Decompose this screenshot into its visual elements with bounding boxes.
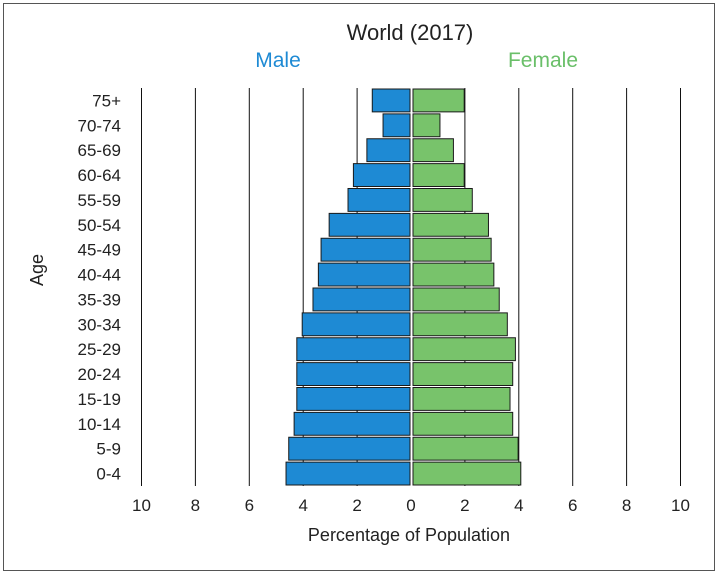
female-bar (412, 436, 519, 461)
male-label: Male (255, 49, 301, 72)
male-bar (371, 88, 411, 113)
male-bar (320, 237, 411, 262)
female-bar (412, 88, 465, 113)
female-bar (412, 138, 454, 163)
y-tick-label: 55-59 (78, 191, 121, 210)
female-bar (412, 237, 492, 262)
male-bar (285, 461, 411, 486)
x-tick-label: 0 (406, 496, 415, 515)
x-tick-label: 6 (568, 496, 577, 515)
bars (285, 88, 522, 486)
gridlines (141, 88, 681, 486)
female-bar (412, 387, 511, 411)
y-tick-label: 65-69 (78, 141, 121, 160)
x-tick-label: 10 (132, 496, 151, 515)
female-bar (412, 262, 495, 287)
male-bar (296, 362, 411, 386)
y-tick-label: 25-29 (78, 340, 121, 359)
x-tick-label: 2 (352, 496, 361, 515)
female-bar (412, 312, 508, 337)
y-axis-title: Age (27, 254, 47, 286)
y-tick-label: 50-54 (78, 216, 121, 235)
y-tick-label: 60-64 (78, 166, 121, 185)
male-bar (312, 287, 411, 312)
female-bar (412, 337, 516, 362)
y-tick-label: 20-24 (78, 365, 121, 384)
y-tick-label: 40-44 (78, 266, 121, 285)
male-bar (382, 113, 411, 138)
male-bar (347, 188, 411, 212)
y-tick-label: 30-34 (78, 315, 121, 334)
female-bar (412, 362, 514, 386)
male-bar (301, 312, 411, 337)
male-bar (296, 387, 411, 411)
male-bar (328, 212, 411, 237)
x-tick-labels: 10 8 6 4 2 0 2 4 6 8 10 (132, 496, 690, 515)
x-tick-label: 8 (622, 496, 631, 515)
female-bar (412, 188, 473, 212)
female-bar (412, 461, 522, 486)
female-bar (412, 113, 441, 138)
x-tick-label: 8 (191, 496, 200, 515)
chart-title: World (2017) (347, 20, 474, 45)
y-tick-label: 35-39 (78, 290, 121, 309)
y-tick-label: 45-49 (78, 241, 121, 260)
female-bar (412, 411, 514, 436)
x-axis-title: Percentage of Population (308, 525, 510, 545)
male-bar (296, 337, 411, 362)
x-tick-label: 6 (245, 496, 254, 515)
x-tick-label: 10 (671, 496, 690, 515)
y-tick-label: 15-19 (78, 390, 121, 409)
y-tick-label: 5-9 (96, 440, 121, 459)
male-bar (366, 138, 411, 163)
y-tick-labels: 75+ 70-74 65-69 60-64 55-59 50-54 45-49 40-44 35… (78, 91, 122, 483)
female-label: Female (508, 49, 578, 72)
male-bar (288, 436, 411, 461)
female-bar (412, 287, 500, 312)
female-bar (412, 163, 465, 187)
x-tick-label: 2 (460, 496, 469, 515)
y-tick-label: 10-14 (78, 415, 121, 434)
female-bar (412, 212, 489, 237)
y-tick-label: 70-74 (78, 116, 121, 135)
male-bar (317, 262, 411, 287)
male-bar (352, 163, 411, 187)
x-tick-label: 4 (514, 496, 523, 515)
male-bar (293, 411, 411, 436)
y-tick-label: 75+ (92, 91, 121, 110)
x-tick-label: 4 (298, 496, 307, 515)
y-tick-label: 0-4 (96, 465, 121, 484)
